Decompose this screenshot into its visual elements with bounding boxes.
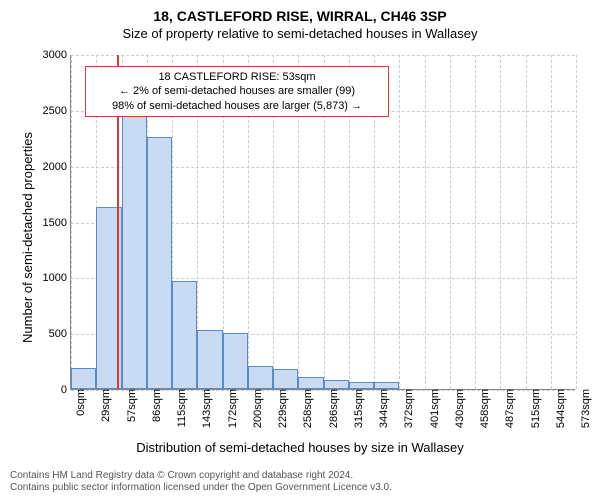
annotation-line-3: 98% of semi-detached houses are larger (… [92, 99, 382, 113]
histogram-bar [223, 333, 248, 389]
histogram-bar [273, 369, 298, 389]
ytick-label: 1500 [43, 217, 71, 229]
gridline-v [399, 55, 400, 389]
histogram-bar [248, 366, 273, 389]
histogram-bar [298, 377, 323, 389]
annotation-box: 18 CASTLEFORD RISE: 53sqm ← 2% of semi-d… [85, 66, 389, 117]
xtick-label: 0sqm [71, 389, 87, 416]
gridline-v [475, 55, 476, 389]
xtick-label: 200sqm [248, 389, 264, 428]
xtick-label: 57sqm [122, 389, 138, 422]
ytick-label: 2500 [43, 105, 71, 117]
xtick-label: 487sqm [500, 389, 516, 428]
xtick-label: 143sqm [197, 389, 213, 428]
xtick-label: 172sqm [223, 389, 239, 428]
xtick-label: 458sqm [475, 389, 491, 428]
chart-title: 18, CASTLEFORD RISE, WIRRAL, CH46 3SP [0, 0, 600, 24]
footer: Contains HM Land Registry data © Crown c… [10, 470, 392, 494]
histogram-bar [197, 330, 222, 389]
chart-subtitle: Size of property relative to semi-detach… [0, 24, 600, 41]
histogram-bar [374, 382, 399, 389]
xtick-label: 286sqm [324, 389, 340, 428]
y-axis-label: Number of semi-detached properties [20, 132, 35, 343]
xtick-label: 430sqm [450, 389, 466, 428]
xtick-label: 372sqm [399, 389, 415, 428]
ytick-label: 0 [61, 384, 71, 396]
xtick-label: 115sqm [172, 389, 188, 427]
xtick-label: 258sqm [298, 389, 314, 428]
gridline-v [551, 55, 552, 389]
gridline-v [526, 55, 527, 389]
annotation-line-1: 18 CASTLEFORD RISE: 53sqm [92, 70, 382, 84]
histogram-bar [172, 281, 197, 389]
annotation-line-2: ← 2% of semi-detached houses are smaller… [92, 84, 382, 98]
x-axis-label: Distribution of semi-detached houses by … [0, 440, 600, 455]
figure: 18, CASTLEFORD RISE, WIRRAL, CH46 3SP Si… [0, 0, 600, 500]
footer-line-1: Contains HM Land Registry data © Crown c… [10, 470, 392, 482]
xtick-label: 544sqm [551, 389, 567, 428]
histogram-bar [71, 368, 96, 389]
xtick-label: 515sqm [526, 389, 542, 428]
ytick-label: 3000 [43, 49, 71, 61]
xtick-label: 344sqm [374, 389, 390, 428]
histogram-bar [324, 380, 349, 389]
xtick-label: 573sqm [576, 389, 592, 428]
xtick-label: 315sqm [349, 389, 365, 428]
xtick-label: 401sqm [425, 389, 441, 428]
gridline-v [500, 55, 501, 389]
histogram-bar [349, 382, 374, 389]
histogram-bar [147, 137, 172, 389]
gridline-v [576, 55, 577, 389]
gridline-v [450, 55, 451, 389]
xtick-label: 29sqm [96, 389, 112, 422]
histogram-bar [122, 90, 147, 389]
ytick-label: 2000 [43, 161, 71, 173]
gridline-v [425, 55, 426, 389]
xtick-label: 86sqm [147, 389, 163, 422]
footer-line-2: Contains public sector information licen… [10, 482, 392, 494]
xtick-label: 229sqm [273, 389, 289, 428]
ytick-label: 1000 [43, 272, 71, 284]
gridline-v [71, 55, 72, 389]
ytick-label: 500 [49, 328, 71, 340]
